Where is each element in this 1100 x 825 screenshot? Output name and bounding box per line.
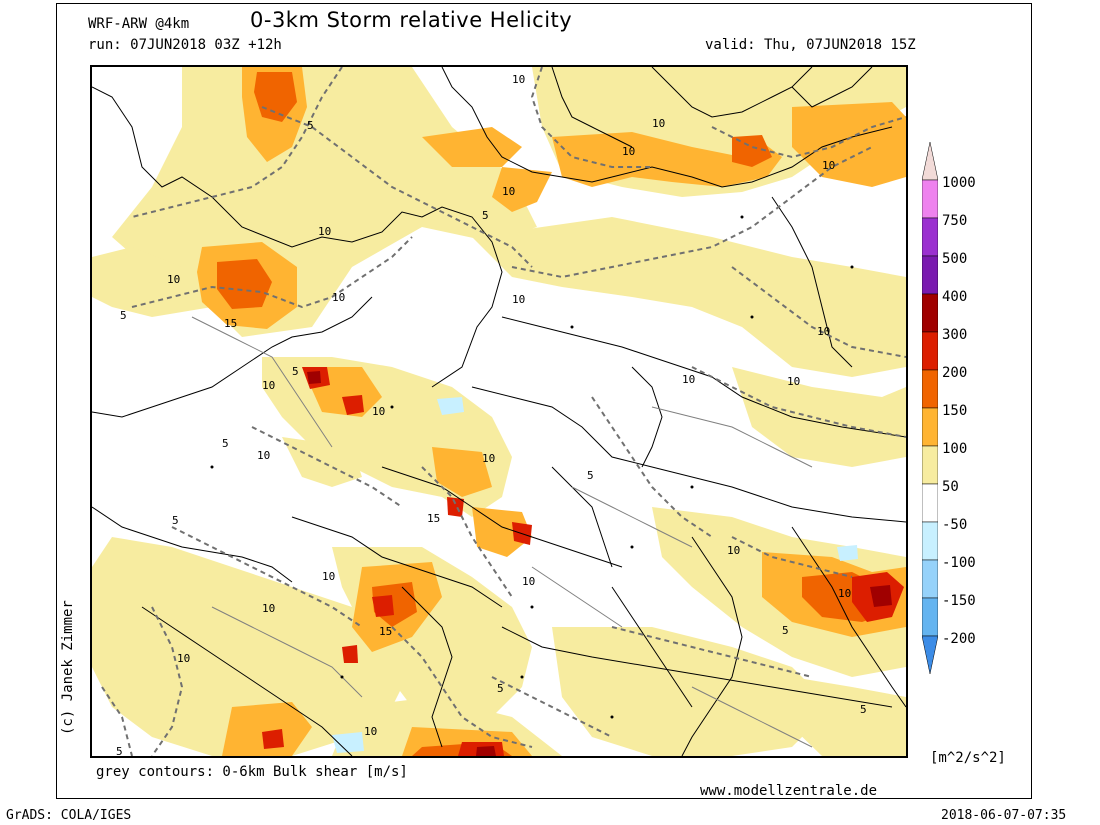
contour-label: 5	[116, 745, 123, 756]
contour-label: 10	[372, 405, 385, 418]
legend-label: 300	[942, 327, 968, 343]
contour-label: 10	[318, 225, 331, 238]
contour-label: 10	[332, 291, 345, 304]
legend-swatch	[922, 331, 938, 371]
contour-label: 10	[787, 375, 800, 388]
bulk-shear-contours	[101, 67, 906, 756]
contour-label: 10	[262, 602, 275, 615]
map-canvas: 10 5 10 10 10 5 10 10 10 5 15 10 10 10 5…	[92, 67, 906, 756]
contour-label: 15	[379, 625, 392, 638]
helicity-map: 10 5 10 10 10 5 10 10 10 5 15 10 10 10 5…	[90, 65, 908, 758]
contour-label: 10	[682, 373, 695, 386]
contour-label: 5	[120, 309, 127, 322]
city-markers	[210, 215, 854, 719]
legend-swatch	[922, 559, 938, 599]
legend-label: 50	[942, 479, 959, 495]
legend-label: 100	[942, 441, 968, 457]
plot-frame	[56, 3, 1032, 799]
chart-title: 0-3km Storm relative Helicity	[250, 8, 573, 32]
contour-label: 15	[427, 512, 440, 525]
legend-swatch	[922, 407, 938, 447]
contour-label: 10	[167, 273, 180, 286]
legend-cap-top	[922, 142, 938, 181]
contour-label: 10	[257, 449, 270, 462]
website-link[interactable]: www.modellzentrale.de	[700, 783, 878, 799]
contour-label: 10	[838, 587, 851, 600]
contour-label: 10	[482, 452, 495, 465]
legend-cap-bottom	[922, 635, 938, 674]
contour-label: 10	[322, 570, 335, 583]
color-legend-bar	[922, 142, 938, 674]
legend-label: -100	[942, 555, 976, 571]
contour-label: 10	[522, 575, 535, 588]
contour-label: 10	[262, 379, 275, 392]
legend-swatch	[922, 597, 938, 637]
legend-label: -150	[942, 593, 976, 609]
legend-swatch	[922, 369, 938, 409]
contour-label: 5	[860, 703, 867, 716]
legend-swatch	[922, 217, 938, 257]
contour-label: 5	[292, 365, 299, 378]
run-label: run: 07JUN2018 03Z +12h	[88, 37, 282, 53]
grads-credit: GrADS: COLA/IGES	[6, 808, 132, 823]
contour-label: 5	[482, 209, 489, 222]
legend-label: -50	[942, 517, 968, 533]
color-legend	[922, 142, 938, 674]
legend-label: 200	[942, 365, 968, 381]
coastlines-borders	[92, 67, 906, 756]
copyright-label: (c) Janek Zimmer	[60, 600, 76, 735]
model-label: WRF-ARW @4km	[88, 16, 190, 32]
legend-swatch	[922, 483, 938, 523]
contour-label: 10	[512, 73, 525, 86]
contour-label: 10	[177, 652, 190, 665]
contour-label: 10	[817, 325, 830, 338]
contour-label: 5	[782, 624, 789, 637]
legend-swatch	[922, 521, 938, 561]
contour-label: 10	[727, 544, 740, 557]
legend-label: 750	[942, 213, 968, 229]
contour-label: 10	[364, 725, 377, 738]
contour-label: 5	[497, 682, 504, 695]
legend-label: 150	[942, 403, 968, 419]
contour-label: 10	[822, 159, 835, 172]
contour-label: 5	[587, 469, 594, 482]
legend-label: -200	[942, 631, 976, 647]
legend-swatch	[922, 255, 938, 295]
legend-swatch	[922, 293, 938, 333]
contour-label: 10	[622, 145, 635, 158]
contour-label: 10	[512, 293, 525, 306]
helicity-300-400-cells	[307, 371, 892, 756]
contour-labels: 10 5 10 10 10 5 10 10 10 5 15 10 10 10 5…	[116, 73, 867, 756]
contour-label: 5	[222, 437, 229, 450]
contour-label: 10	[502, 185, 515, 198]
legend-label: 500	[942, 251, 968, 267]
legend-label: 1000	[942, 175, 976, 191]
contour-label: 5	[307, 119, 314, 132]
contour-label: 5	[172, 514, 179, 527]
valid-label: valid: Thu, 07JUN2018 15Z	[705, 37, 916, 53]
helicity-negative-patches	[332, 397, 858, 753]
contours-note: grey contours: 0-6km Bulk shear [m/s]	[96, 764, 408, 780]
legend-swatch	[922, 179, 938, 219]
generation-timestamp: 2018-06-07-07:35	[941, 808, 1067, 823]
legend-units: [m^2/s^2]	[930, 750, 1006, 766]
contour-label: 10	[652, 117, 665, 130]
legend-swatch	[922, 445, 938, 485]
legend-label: 400	[942, 289, 968, 305]
contour-label: 15	[224, 317, 237, 330]
